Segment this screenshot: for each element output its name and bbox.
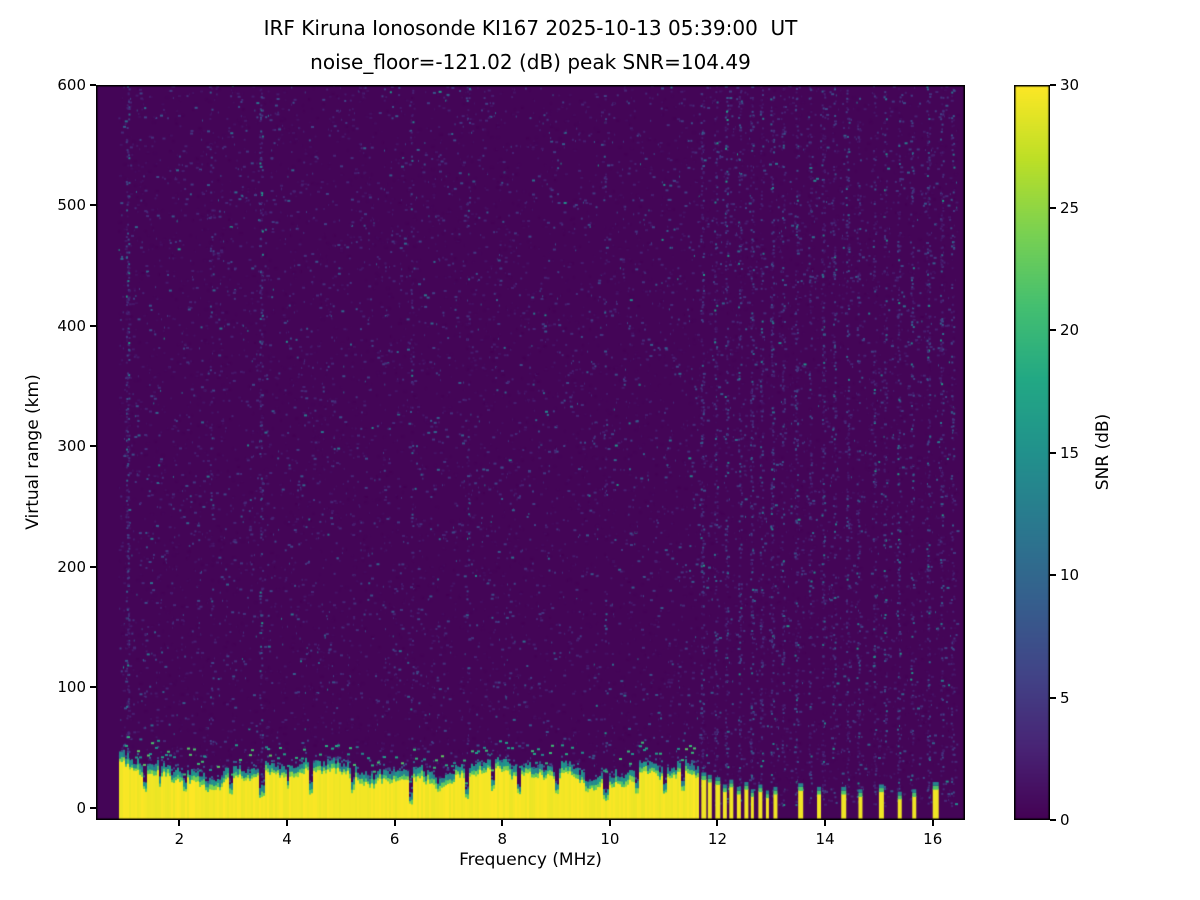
y-tick-label: 400 xyxy=(57,316,86,335)
colorbar-tick-mark xyxy=(1050,84,1056,86)
x-tick-label: 8 xyxy=(497,830,508,848)
y-tick-label: 500 xyxy=(57,196,86,215)
y-tick-mark xyxy=(90,565,96,568)
x-tick-mark xyxy=(393,820,396,826)
colorbar-tick-label: 10 xyxy=(1060,566,1080,584)
x-tick-label: 16 xyxy=(923,830,943,848)
colorbar-tick-mark xyxy=(1050,451,1056,454)
y-tick-mark xyxy=(90,204,96,207)
x-tick-mark xyxy=(608,820,611,826)
colorbar-tick-mark xyxy=(1050,329,1056,331)
y-tick-label: 100 xyxy=(57,678,86,697)
colorbar-tick-mark xyxy=(1050,206,1056,209)
colorbar-tick-label: 0 xyxy=(1060,811,1070,829)
x-tick-mark xyxy=(931,820,934,826)
x-tick-label: 6 xyxy=(389,830,400,848)
y-tick-label: 300 xyxy=(57,437,86,456)
colorbar-tick-mark xyxy=(1050,819,1056,821)
y-tick-mark xyxy=(90,806,96,809)
y-tick-label: 200 xyxy=(57,557,86,576)
colorbar-tick-label: 5 xyxy=(1060,688,1070,707)
x-tick-mark xyxy=(824,820,827,826)
colorbar-tick-label: 20 xyxy=(1060,321,1080,339)
colorbar-tick-label: 25 xyxy=(1060,198,1080,217)
x-tick-mark xyxy=(501,820,504,826)
y-tick-mark xyxy=(90,84,96,86)
colorbar-tick-label: 15 xyxy=(1060,443,1080,462)
x-axis-label: Frequency (MHz) xyxy=(459,850,602,870)
colorbar xyxy=(1014,85,1050,820)
x-tick-label: 10 xyxy=(600,830,620,848)
x-tick-mark xyxy=(716,820,719,826)
chart-title: IRF Kiruna Ionosonde KI167 2025-10-13 05… xyxy=(263,16,798,40)
x-tick-mark xyxy=(286,820,289,826)
x-tick-label: 14 xyxy=(815,830,835,848)
y-tick-label: 0 xyxy=(76,798,86,817)
colorbar-gradient xyxy=(1014,85,1050,820)
y-tick-mark xyxy=(90,686,96,689)
colorbar-tick-mark xyxy=(1050,696,1056,699)
y-tick-mark xyxy=(90,324,96,327)
colorbar-tick-label: 30 xyxy=(1060,76,1080,94)
chart-subtitle: noise_floor=-121.02 (dB) peak SNR=104.49 xyxy=(310,50,751,74)
colorbar-tick-mark xyxy=(1050,574,1056,576)
x-tick-label: 4 xyxy=(282,830,292,848)
y-tick-label: 600 xyxy=(57,76,86,94)
x-tick-label: 2 xyxy=(174,830,185,848)
x-tick-mark xyxy=(178,820,181,826)
plot-area xyxy=(96,85,965,820)
ionogram-heatmap xyxy=(96,85,965,820)
y-tick-mark xyxy=(90,445,96,448)
x-tick-label: 12 xyxy=(707,830,728,848)
